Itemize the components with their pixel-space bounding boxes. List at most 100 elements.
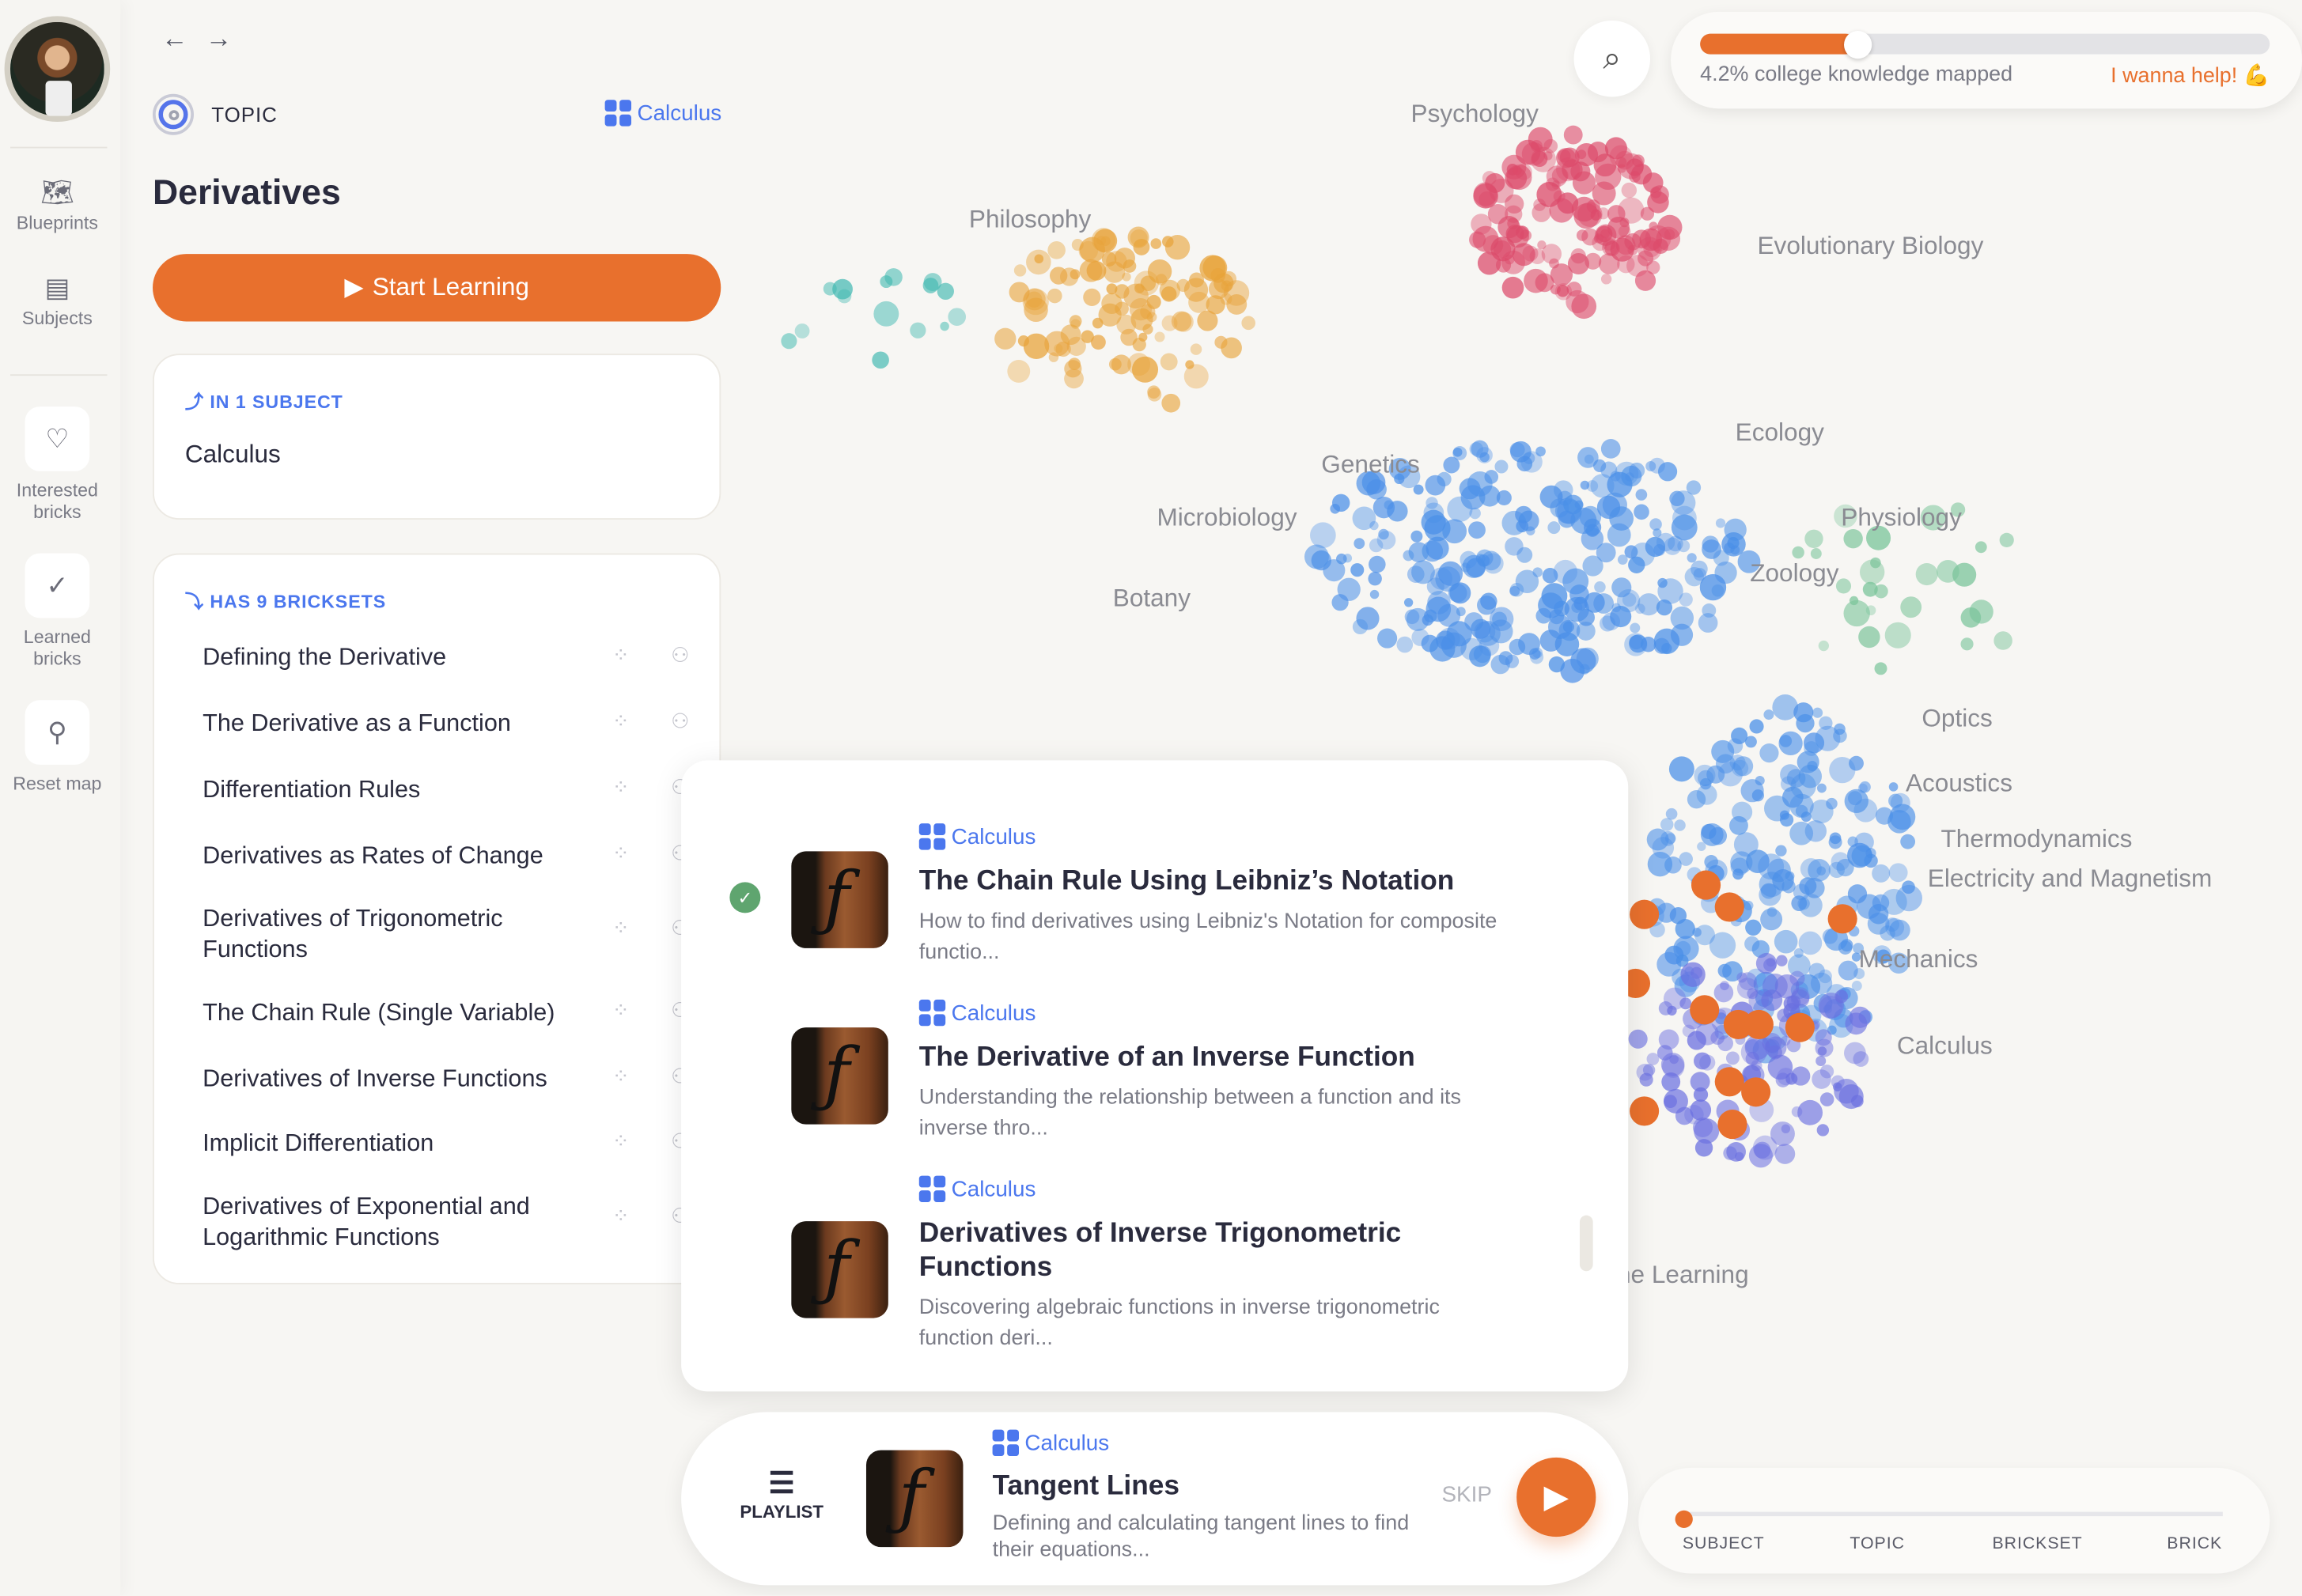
- map-dot[interactable]: [1744, 736, 1757, 748]
- map-dot[interactable]: [1770, 1121, 1795, 1147]
- map-dot[interactable]: [1887, 952, 1910, 974]
- map-dot[interactable]: [1309, 522, 1336, 549]
- map-dot[interactable]: [1833, 728, 1847, 743]
- map-dot[interactable]: [1520, 451, 1543, 473]
- map-dot[interactable]: [994, 327, 1017, 350]
- map-dot[interactable]: [1600, 274, 1612, 285]
- map-dot[interactable]: [1657, 578, 1683, 604]
- bubbles-icon[interactable]: ⁘: [611, 1129, 630, 1152]
- map-dot[interactable]: [1767, 1054, 1793, 1080]
- map-dot[interactable]: [910, 322, 926, 338]
- map-dot[interactable]: [1054, 344, 1063, 354]
- map-dot[interactable]: [1646, 1053, 1660, 1065]
- highlighted-dot[interactable]: [1620, 968, 1651, 999]
- brickset-item[interactable]: Derivatives of Inverse Functions: [203, 1065, 547, 1092]
- map-dot[interactable]: [1356, 607, 1380, 630]
- map-dot[interactable]: [1816, 1124, 1830, 1136]
- map-dot[interactable]: [1468, 521, 1486, 539]
- map-dot[interactable]: [1889, 804, 1916, 830]
- map-dot[interactable]: [1469, 645, 1491, 668]
- map-dot[interactable]: [1356, 471, 1381, 496]
- map-dot[interactable]: [1617, 588, 1641, 613]
- map-label[interactable]: Microbiology: [1157, 503, 1297, 531]
- rail-interested-bricks[interactable]: ♡ Interested bricks: [0, 407, 115, 524]
- map-dot[interactable]: [1780, 813, 1794, 827]
- map-dot[interactable]: [1669, 490, 1685, 507]
- map-dot[interactable]: [1512, 165, 1522, 176]
- map-dot[interactable]: [1619, 217, 1630, 228]
- map-dot[interactable]: [1866, 525, 1891, 550]
- map-dot[interactable]: [1808, 858, 1831, 882]
- highlighted-dot[interactable]: [1691, 870, 1721, 900]
- map-dot[interactable]: [1505, 194, 1524, 214]
- brickset-item[interactable]: Derivatives as Rates of Change: [203, 842, 543, 869]
- map-dot[interactable]: [1378, 528, 1389, 540]
- map-dot[interactable]: [1592, 459, 1607, 473]
- map-dot[interactable]: [1664, 1095, 1677, 1109]
- map-dot[interactable]: [1853, 798, 1878, 823]
- map-label[interactable]: Evolutionary Biology: [1757, 232, 1984, 260]
- rail-subjects[interactable]: ▤ Subjects: [0, 274, 115, 331]
- map-dot[interactable]: [1691, 966, 1703, 979]
- map-label[interactable]: Calculus: [1896, 1031, 1993, 1060]
- map-dot[interactable]: [1106, 283, 1118, 295]
- map-dot[interactable]: [1700, 823, 1724, 846]
- map-dot[interactable]: [1443, 456, 1460, 474]
- brickset-item[interactable]: Derivatives of Exponential and Logarithm…: [203, 1193, 530, 1251]
- map-dot[interactable]: [1715, 518, 1726, 528]
- map-dot[interactable]: [1554, 480, 1573, 500]
- forward-arrow-icon[interactable]: →: [205, 23, 233, 53]
- map-dot[interactable]: [1766, 957, 1776, 967]
- map-dot[interactable]: [1081, 330, 1094, 343]
- map-label[interactable]: Physiology: [1841, 503, 1962, 531]
- map-dot[interactable]: [1396, 636, 1414, 653]
- map-dot[interactable]: [1083, 288, 1101, 306]
- map-dot[interactable]: [1142, 323, 1153, 335]
- map-dot[interactable]: [1675, 918, 1695, 940]
- map-dot[interactable]: [1496, 490, 1512, 505]
- map-dot[interactable]: [1146, 312, 1157, 323]
- map-dot[interactable]: [1826, 797, 1838, 810]
- search-button[interactable]: ⌕: [1573, 20, 1651, 97]
- brickset-item[interactable]: The Chain Rule (Single Variable): [203, 999, 555, 1027]
- highlighted-dot[interactable]: [1827, 904, 1857, 934]
- map-dot[interactable]: [1853, 1051, 1869, 1067]
- level-brick[interactable]: BRICK: [2167, 1535, 2223, 1553]
- map-dot[interactable]: [1047, 288, 1062, 304]
- map-dot[interactable]: [1812, 707, 1823, 718]
- map-dot[interactable]: [1596, 225, 1613, 243]
- map-dot[interactable]: [1720, 981, 1729, 991]
- map-dot[interactable]: [1649, 921, 1665, 938]
- map-dot[interactable]: [1621, 182, 1638, 199]
- map-dot[interactable]: [1429, 567, 1452, 590]
- map-dot[interactable]: [1758, 853, 1785, 880]
- map-dot[interactable]: [1656, 599, 1673, 616]
- map-dot[interactable]: [1550, 263, 1573, 286]
- map-dot[interactable]: [1818, 993, 1844, 1019]
- map-dot[interactable]: [1763, 709, 1774, 720]
- map-dot[interactable]: [1865, 605, 1876, 616]
- category-link[interactable]: Calculus: [918, 823, 1036, 850]
- map-dot[interactable]: [1745, 919, 1762, 936]
- map-dot[interactable]: [1646, 828, 1669, 851]
- map-dot[interactable]: [1679, 592, 1693, 607]
- map-dot[interactable]: [1849, 755, 1864, 771]
- map-dot[interactable]: [1607, 205, 1626, 223]
- map-label[interactable]: Ecology: [1735, 418, 1824, 447]
- map-dot[interactable]: [1746, 968, 1766, 988]
- map-dot[interactable]: [1473, 183, 1498, 209]
- map-dot[interactable]: [1610, 471, 1621, 482]
- map-dot[interactable]: [1435, 566, 1461, 592]
- map-dot[interactable]: [1584, 592, 1605, 613]
- map-dot[interactable]: [1694, 1052, 1711, 1070]
- map-dot[interactable]: [1668, 535, 1683, 552]
- map-dot[interactable]: [1639, 1072, 1653, 1087]
- map-dot[interactable]: [1023, 333, 1050, 360]
- map-dot[interactable]: [1638, 250, 1654, 267]
- map-dot[interactable]: [1874, 584, 1888, 599]
- map-dot[interactable]: [1055, 341, 1071, 357]
- brickset-item[interactable]: Implicit Differentiation: [203, 1130, 434, 1157]
- map-dot[interactable]: [1835, 578, 1852, 594]
- map-dot[interactable]: [1188, 291, 1210, 313]
- map-dot[interactable]: [1658, 1001, 1673, 1015]
